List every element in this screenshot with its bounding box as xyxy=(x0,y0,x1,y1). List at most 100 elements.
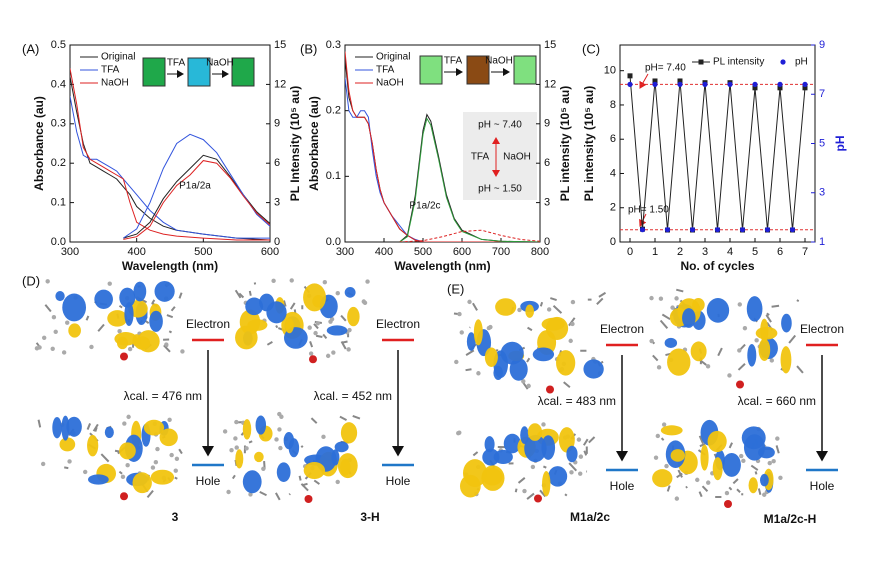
annotation: P1a/2a xyxy=(179,181,211,192)
series-line xyxy=(399,229,540,242)
orbital-lobe xyxy=(235,325,258,350)
atom xyxy=(122,421,127,426)
bond xyxy=(178,292,183,299)
orbital-lobe xyxy=(747,343,757,367)
bond xyxy=(97,323,105,332)
bond xyxy=(94,426,98,432)
y2-tick-label: 9 xyxy=(544,118,550,130)
atom xyxy=(61,350,67,355)
orbital-lobe xyxy=(503,433,521,454)
atom xyxy=(346,347,351,352)
orbital-lobe xyxy=(107,310,128,327)
bond xyxy=(661,313,671,321)
atom xyxy=(476,371,481,376)
point xyxy=(777,85,783,91)
y2-tick-label: 12 xyxy=(544,78,556,90)
atom xyxy=(65,320,70,325)
orbital-lobe xyxy=(760,318,769,343)
bond xyxy=(526,492,535,500)
bond xyxy=(600,360,604,364)
y2-tick-label: 5 xyxy=(819,137,825,149)
atom xyxy=(736,380,744,389)
orbital-sketch xyxy=(37,414,183,501)
electron-label: Electron xyxy=(800,322,844,336)
bond xyxy=(340,314,347,322)
atom xyxy=(724,500,732,508)
atom xyxy=(169,452,174,458)
orbital-lobe xyxy=(660,425,683,436)
orbital-lobe xyxy=(712,457,723,481)
atom xyxy=(277,427,282,432)
bond xyxy=(676,472,683,479)
atom xyxy=(261,466,266,471)
legend-label: TFA xyxy=(376,65,395,76)
point xyxy=(727,81,733,87)
atom xyxy=(778,475,783,480)
atom xyxy=(674,296,679,301)
hole-label: Hole xyxy=(386,474,411,488)
atom xyxy=(362,300,368,306)
point xyxy=(627,81,633,87)
atom xyxy=(569,470,574,475)
inset-b xyxy=(419,55,537,200)
orbital-lobe xyxy=(746,296,763,322)
atom xyxy=(331,350,336,355)
orbital-lobe xyxy=(52,416,62,439)
bond xyxy=(472,302,478,311)
bond xyxy=(37,419,42,428)
orbital-sketch xyxy=(453,291,607,394)
atom xyxy=(737,348,742,353)
atom xyxy=(229,448,234,453)
atom xyxy=(322,280,328,285)
bond xyxy=(259,490,267,497)
atom xyxy=(576,437,582,442)
atom xyxy=(454,359,459,365)
atom xyxy=(762,492,767,497)
orbital-lobe xyxy=(462,459,487,488)
atom xyxy=(742,325,748,331)
y-axis-title: Absorbance (au) xyxy=(307,96,321,191)
bond xyxy=(568,462,578,472)
atom xyxy=(670,305,675,310)
orbital-lobe xyxy=(88,474,109,485)
x-tick-label: 500 xyxy=(414,246,432,258)
bond xyxy=(796,299,800,302)
orbital-lobe xyxy=(245,297,264,316)
point xyxy=(752,85,758,91)
bond xyxy=(313,323,319,330)
orbital-sketch xyxy=(456,422,596,503)
series-line xyxy=(123,160,270,240)
orbital-lobe xyxy=(759,473,769,487)
bond xyxy=(170,306,176,312)
orbital-lobe xyxy=(532,347,555,362)
orbital-lobe xyxy=(94,289,113,309)
orbital-lobe xyxy=(303,283,326,312)
bond xyxy=(85,315,90,321)
lambda-label: λcal. = 660 nm xyxy=(738,394,816,408)
atom xyxy=(125,462,130,468)
orbital-lobe xyxy=(87,434,99,457)
atom xyxy=(82,469,88,475)
point xyxy=(739,227,746,233)
system-name: 3 xyxy=(172,510,179,524)
series-line xyxy=(70,76,270,241)
atom xyxy=(41,335,47,341)
bond xyxy=(728,442,733,449)
point xyxy=(777,81,783,87)
y-tick-label: 0.4 xyxy=(51,78,66,90)
bond xyxy=(596,297,604,305)
atom xyxy=(274,437,279,442)
atom xyxy=(321,434,326,440)
atom xyxy=(695,477,700,483)
y-tick-label: 10 xyxy=(604,65,616,77)
x-axis-title: Wavelength (nm) xyxy=(122,259,218,273)
atom xyxy=(568,338,573,344)
bond xyxy=(728,486,733,491)
atom xyxy=(120,352,128,361)
bond xyxy=(583,450,588,456)
electron-label: Electron xyxy=(186,317,230,331)
atom xyxy=(335,291,340,296)
orbital-lobe xyxy=(276,462,291,483)
atom xyxy=(706,480,711,485)
orbital-lobe xyxy=(758,338,771,362)
